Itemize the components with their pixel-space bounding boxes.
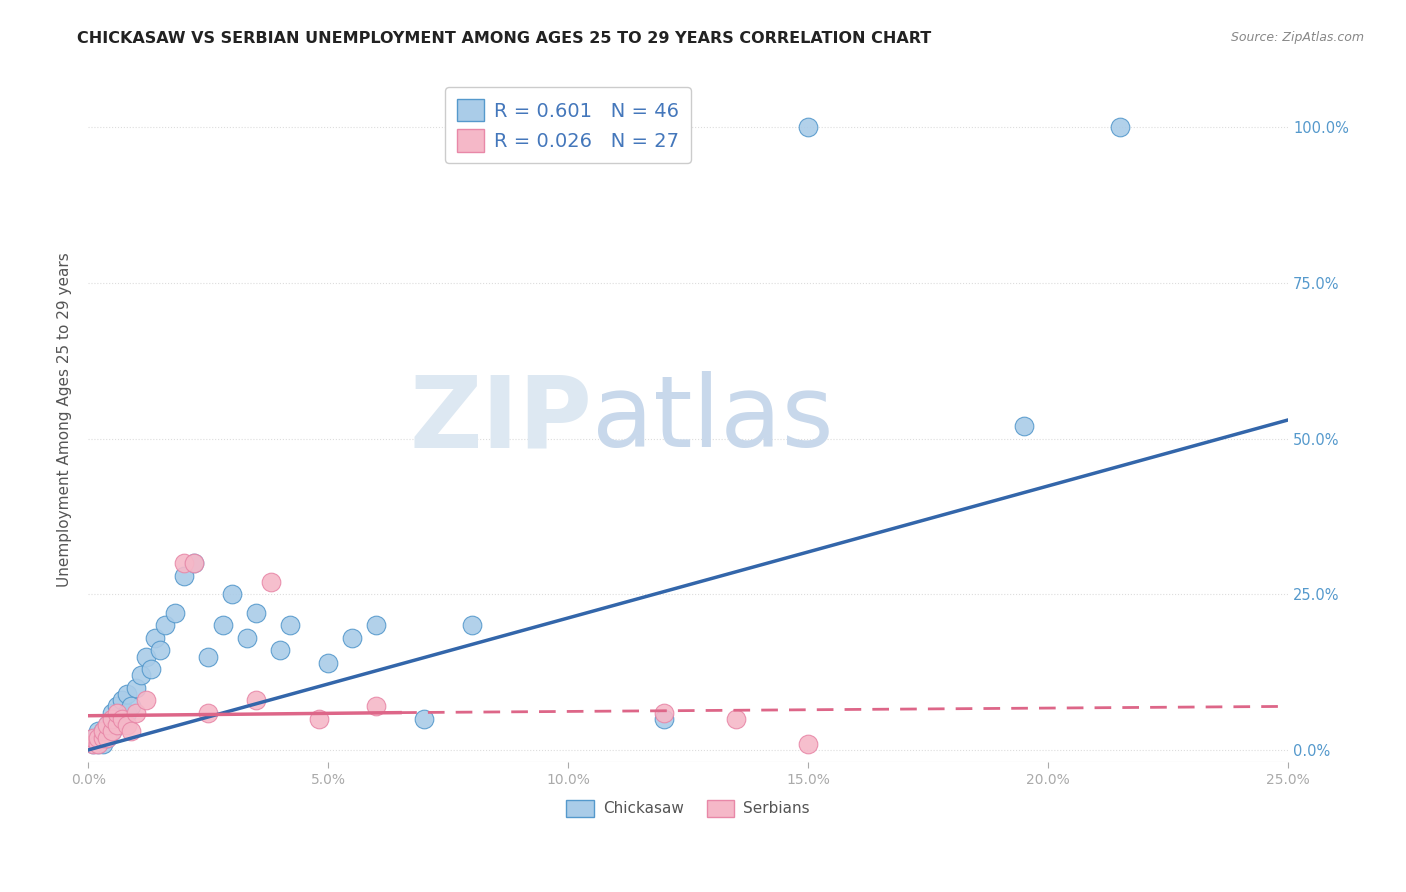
- Point: [82, 737, 104, 751]
- Point: [115, 718, 138, 732]
- Point: [96, 731, 118, 745]
- Point: [1012, 419, 1035, 434]
- Point: [120, 724, 142, 739]
- Point: [87, 731, 110, 745]
- Point: [235, 631, 257, 645]
- Point: [173, 556, 195, 570]
- Point: [245, 693, 267, 707]
- Point: [149, 643, 172, 657]
- Text: ZIP: ZIP: [409, 371, 592, 468]
- Text: atlas: atlas: [592, 371, 834, 468]
- Point: [366, 699, 388, 714]
- Point: [111, 712, 134, 726]
- Point: [91, 724, 114, 739]
- Point: [316, 656, 339, 670]
- Point: [129, 668, 152, 682]
- Point: [652, 706, 675, 720]
- Point: [135, 693, 157, 707]
- Point: [105, 706, 128, 720]
- Point: [87, 737, 110, 751]
- Point: [1109, 120, 1132, 135]
- Point: [101, 706, 124, 720]
- Point: [797, 737, 820, 751]
- Point: [278, 618, 301, 632]
- Point: [120, 699, 142, 714]
- Point: [82, 731, 104, 745]
- Point: [101, 712, 124, 726]
- Point: [143, 631, 166, 645]
- Point: [340, 631, 363, 645]
- Point: [135, 649, 157, 664]
- Point: [245, 606, 267, 620]
- Point: [652, 712, 675, 726]
- Point: [111, 712, 134, 726]
- Point: [96, 718, 118, 732]
- Point: [183, 556, 205, 570]
- Point: [725, 712, 748, 726]
- Point: [173, 568, 195, 582]
- Point: [101, 724, 124, 739]
- Point: [111, 693, 134, 707]
- Point: [105, 718, 128, 732]
- Point: [115, 687, 138, 701]
- Point: [87, 737, 110, 751]
- Point: [87, 731, 110, 745]
- Point: [91, 731, 114, 745]
- Point: [125, 681, 148, 695]
- Point: [797, 120, 820, 135]
- Point: [101, 712, 124, 726]
- Y-axis label: Unemployment Among Ages 25 to 29 years: Unemployment Among Ages 25 to 29 years: [58, 252, 72, 587]
- Point: [105, 699, 128, 714]
- Legend: Chickasaw, Serbians: Chickasaw, Serbians: [560, 793, 815, 823]
- Point: [125, 706, 148, 720]
- Text: Source: ZipAtlas.com: Source: ZipAtlas.com: [1230, 31, 1364, 45]
- Point: [269, 643, 291, 657]
- Point: [197, 706, 219, 720]
- Point: [91, 731, 114, 745]
- Point: [221, 587, 243, 601]
- Point: [153, 618, 176, 632]
- Point: [461, 618, 484, 632]
- Point: [82, 731, 104, 745]
- Point: [91, 724, 114, 739]
- Point: [183, 556, 205, 570]
- Point: [308, 712, 330, 726]
- Point: [259, 574, 281, 589]
- Point: [197, 649, 219, 664]
- Point: [96, 718, 118, 732]
- Point: [101, 724, 124, 739]
- Point: [211, 618, 233, 632]
- Point: [139, 662, 162, 676]
- Point: [115, 706, 138, 720]
- Point: [91, 737, 114, 751]
- Point: [366, 618, 388, 632]
- Point: [413, 712, 436, 726]
- Point: [105, 718, 128, 732]
- Point: [87, 724, 110, 739]
- Point: [82, 737, 104, 751]
- Text: CHICKASAW VS SERBIAN UNEMPLOYMENT AMONG AGES 25 TO 29 YEARS CORRELATION CHART: CHICKASAW VS SERBIAN UNEMPLOYMENT AMONG …: [77, 31, 932, 46]
- Point: [96, 731, 118, 745]
- Point: [163, 606, 186, 620]
